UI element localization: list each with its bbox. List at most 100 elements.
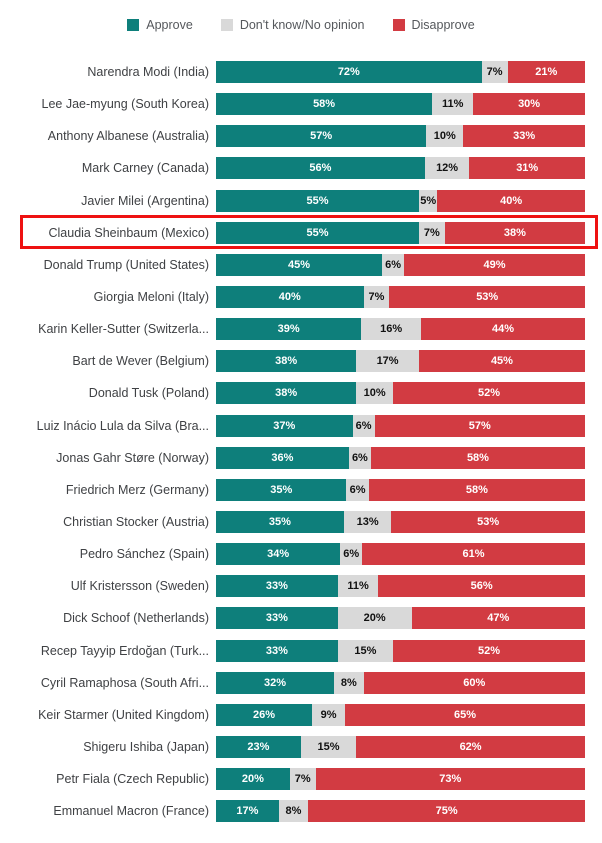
stacked-bar: 17% 8% 75% (216, 800, 585, 823)
segment-value-label: 58% (465, 483, 488, 496)
segment-value-label: 23% (247, 741, 270, 754)
stacked-bar: 33% 20% 47% (216, 607, 585, 630)
chart-rows: Narendra Modi (India) 72% 7% 21% Lee Jae-myu… (0, 56, 602, 827)
legend-label: Don't know/No opinion (239, 18, 365, 32)
segment-value-label: 16% (380, 323, 403, 336)
chart-row: Bart de Wever (Belgium) 38% 17% 45% (0, 345, 602, 377)
stacked-bar: 38% 10% 52% (216, 382, 585, 405)
bar-segment-don-t-know-no-opinion: 13% (343, 511, 392, 534)
segment-value-label: 7% (486, 66, 503, 79)
segment-value-label: 35% (268, 516, 291, 529)
chart-row: Recep Tayyip Erdoğan (Turk... 33% 15% 52% (0, 635, 602, 667)
bar-segment-don-t-know-no-opinion: 5% (418, 189, 438, 212)
segment-value-label: 26% (252, 708, 275, 721)
legend-item: Disapprove (392, 18, 475, 32)
legend-swatch-icon (220, 19, 233, 31)
bar-segment-approve: 57% (216, 125, 427, 148)
segment-value-label: 73% (439, 773, 462, 786)
segment-value-label: 52% (478, 387, 501, 400)
stacked-bar: 37% 6% 57% (216, 414, 585, 437)
row-label: Luiz Inácio Lula da Silva (Bra... (36, 418, 209, 433)
stacked-bar: 33% 11% 56% (216, 575, 585, 598)
bar-segment-don-t-know-no-opinion: 10% (356, 382, 394, 405)
bar-segment-disapprove: 58% (368, 478, 585, 501)
bar-segment-approve: 26% (216, 703, 312, 726)
row-label: Friedrich Merz (Germany) (65, 482, 209, 497)
bar-segment-don-t-know-no-opinion: 11% (432, 93, 474, 116)
chart-row: Pedro Sánchez (Spain) 34% 6% 61% (0, 538, 602, 570)
stacked-bar: 40% 7% 53% (216, 286, 585, 309)
bar-segment-don-t-know-no-opinion: 6% (382, 253, 405, 276)
chart-row: Jonas Gahr Støre (Norway) 36% 6% 58% (0, 442, 602, 474)
chart-row: Donald Tusk (Poland) 38% 10% 52% (0, 377, 602, 409)
segment-value-label: 36% (271, 451, 294, 464)
bar-segment-approve: 55% (216, 221, 419, 244)
segment-value-label: 45% (490, 355, 513, 368)
bar-segment-don-t-know-no-opinion: 6% (340, 543, 363, 566)
bar-segment-disapprove: 75% (308, 800, 585, 823)
bar-segment-don-t-know-no-opinion: 8% (334, 671, 364, 694)
bar-segment-approve: 33% (216, 607, 338, 630)
bar-segment-disapprove: 45% (418, 350, 585, 373)
segment-value-label: 33% (513, 130, 536, 143)
segment-value-label: 12% (436, 162, 459, 175)
segment-value-label: 17% (376, 355, 399, 368)
segment-value-label: 39% (277, 323, 300, 336)
segment-value-label: 57% (310, 130, 333, 143)
bar-segment-disapprove: 38% (444, 221, 585, 244)
segment-value-label: 6% (355, 419, 372, 432)
bar-segment-don-t-know-no-opinion: 9% (311, 703, 346, 726)
bar-segment-approve: 32% (216, 671, 335, 694)
row-label: Donald Tusk (Poland) (88, 386, 209, 401)
bar-segment-don-t-know-no-opinion: 12% (424, 157, 470, 180)
bar-segment-disapprove: 44% (420, 318, 585, 341)
bar-segment-disapprove: 30% (473, 93, 585, 116)
segment-value-label: 33% (265, 644, 288, 657)
chart-row: Javier Milei (Argentina) 55% 5% 40% (0, 185, 602, 217)
row-label: Cyril Ramaphosa (South Afri... (40, 675, 209, 690)
chart-row: Giorgia Meloni (Italy) 40% 7% 53% (0, 281, 602, 313)
bar-segment-disapprove: 49% (404, 253, 585, 276)
row-label: Javier Milei (Argentina) (81, 193, 209, 208)
stacked-bar: 35% 13% 53% (216, 511, 585, 534)
segment-value-label: 37% (273, 419, 296, 432)
segment-value-label: 38% (275, 387, 298, 400)
bar-segment-approve: 37% (216, 414, 353, 437)
stacked-bar: 55% 7% 38% (216, 221, 585, 244)
chart-row: Mark Carney (Canada) 56% 12% 31% (0, 152, 602, 184)
bar-segment-approve: 58% (216, 93, 433, 116)
bar-segment-disapprove: 33% (463, 125, 585, 148)
segment-value-label: 55% (306, 226, 329, 239)
bar-segment-approve: 40% (216, 286, 364, 309)
segment-value-label: 6% (351, 451, 368, 464)
bar-segment-approve: 33% (216, 575, 338, 598)
segment-value-label: 33% (265, 580, 288, 593)
bar-segment-don-t-know-no-opinion: 15% (300, 736, 357, 759)
segment-value-label: 17% (236, 805, 259, 818)
row-label: Dick Schoof (Netherlands) (63, 611, 209, 626)
segment-value-label: 11% (347, 580, 369, 593)
row-label: Anthony Albanese (Australia) (47, 129, 209, 144)
segment-value-label: 53% (476, 291, 499, 304)
chart-row: Ulf Kristersson (Sweden) 33% 11% 56% (0, 570, 602, 602)
segment-value-label: 11% (441, 98, 464, 111)
segment-value-label: 56% (309, 162, 332, 175)
bar-segment-approve: 17% (216, 800, 279, 823)
stacked-bar: 35% 6% 58% (216, 478, 585, 501)
chart-row: Luiz Inácio Lula da Silva (Bra... 37% 6% 57… (0, 410, 602, 442)
bar-segment-approve: 38% (216, 350, 357, 373)
row-label: Claudia Sheinbaum (Mexico) (48, 225, 210, 240)
bar-segment-disapprove: 65% (345, 703, 585, 726)
bar-segment-don-t-know-no-opinion: 17% (356, 350, 419, 373)
segment-value-label: 62% (459, 741, 482, 754)
chart-row: Claudia Sheinbaum (Mexico) 55% 7% 38% (0, 217, 602, 249)
segment-value-label: 20% (241, 773, 264, 786)
segment-value-label: 58% (313, 98, 336, 111)
segment-value-label: 30% (518, 98, 541, 111)
chart-row: Cyril Ramaphosa (South Afri... 32% 8% 60% (0, 667, 602, 699)
chart-row: Keir Starmer (United Kingdom) 26% 9% 65% (0, 699, 602, 731)
segment-value-label: 60% (463, 676, 486, 689)
segment-value-label: 40% (500, 194, 523, 207)
legend-label: Disapprove (411, 18, 475, 32)
bar-segment-disapprove: 61% (362, 543, 585, 566)
